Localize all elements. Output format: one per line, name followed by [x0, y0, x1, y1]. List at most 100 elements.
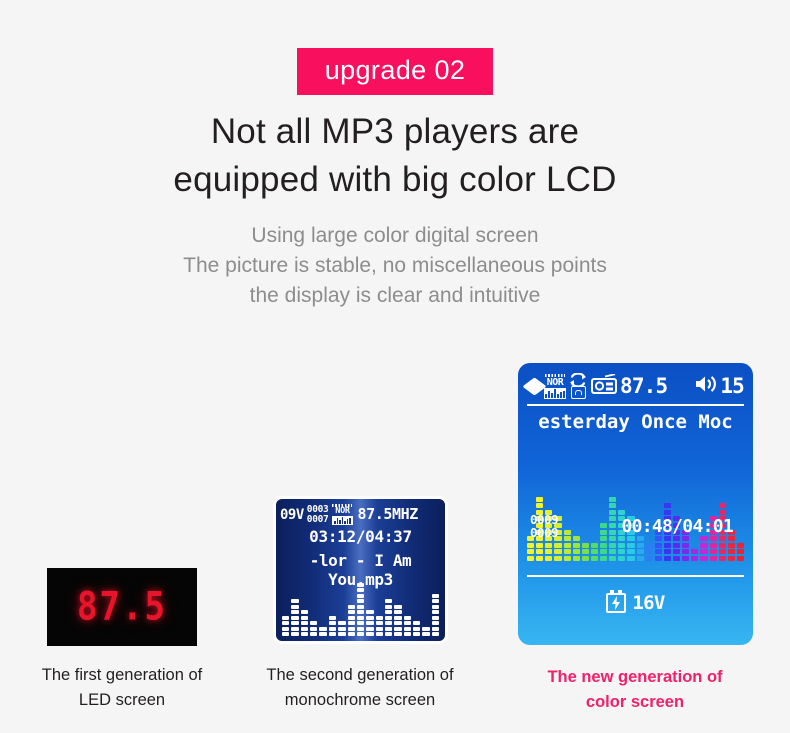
led-caption-line-1: The first generation of	[41, 666, 203, 684]
page-headline: Not all MP3 players are equipped with bi…	[0, 108, 790, 204]
speaker-icon	[694, 374, 718, 398]
upgrade-badge: upgrade 02	[296, 48, 494, 95]
mono-caption-line-2: monochrome screen	[284, 691, 436, 709]
color-status-bar: NOR	[522, 371, 745, 401]
badge-container: upgrade 02	[0, 48, 790, 95]
status-divider-bottom	[527, 575, 744, 577]
color-spectrum-bar	[600, 523, 608, 561]
mono-spectrum-bar	[282, 615, 290, 636]
color-spectrum-bar	[727, 529, 735, 561]
mono-frequency-value: 87.5MHZ	[357, 505, 418, 523]
color-eq-dots-icon	[545, 373, 565, 377]
mono-spectrum-bar	[319, 626, 327, 636]
color-track-total: 0009	[530, 525, 559, 540]
mono-spectrum-bar	[422, 626, 430, 636]
color-spectrum-bar	[536, 496, 544, 561]
color-spectrum-bar	[527, 536, 535, 561]
subheadline-line-1: Using large color digital screen	[251, 224, 539, 247]
battery-voltage-value: 16V	[632, 592, 665, 614]
volume-value: 15	[720, 374, 744, 398]
color-eq-label: NOR	[546, 376, 564, 388]
led-screen-display: 87.5	[47, 568, 197, 646]
subheadline-line-3: the display is clear and intuitive	[249, 284, 541, 307]
color-spectrum-analyzer	[527, 463, 744, 561]
color-spectrum-bar	[673, 516, 681, 561]
mono-caption-line-1: The second generation of	[266, 666, 454, 684]
color-time-value: 00:48/04:01	[621, 515, 733, 537]
mono-track-counter: 0003 0007	[306, 503, 329, 525]
color-eq-mode-icon: NOR	[544, 373, 566, 399]
color-screen-display: NOR	[518, 363, 753, 645]
color-spectrum-bar	[718, 503, 726, 561]
color-spectrum-bar	[627, 516, 635, 561]
color-spectrum-bar	[572, 536, 580, 561]
color-spectrum-bar	[554, 516, 562, 561]
color-spectrum-bar	[545, 509, 553, 561]
mono-time-value: 03:12/04:37	[309, 527, 412, 546]
color-spectrum-bar	[691, 549, 699, 561]
battery-group: 16V	[518, 581, 753, 625]
mono-spectrum-analyzer	[282, 574, 440, 636]
led-caption-line-2: LED screen	[78, 691, 166, 709]
mono-voltage-value: 09V	[280, 506, 304, 523]
color-track-index: 0009	[530, 512, 559, 527]
color-spectrum-bar	[609, 496, 617, 561]
headline-line-2: equipped with big color LCD	[173, 160, 617, 199]
mono-track-total: 0007	[306, 513, 329, 525]
repeat-icon	[569, 373, 587, 386]
color-track-counter: 0009 0009	[530, 512, 559, 540]
color-spectrum-bar	[645, 542, 653, 561]
radio-icon	[591, 373, 617, 398]
color-playback-info: 0009 0009 00:48/04:01	[530, 513, 741, 539]
volume-group: 15	[694, 374, 745, 398]
mono-spectrum-bar	[413, 621, 421, 636]
monochrome-screen-display: 09V 0003 0007 NOR 87.5MHZ 03:12/04:37 -l…	[273, 496, 448, 644]
page-subheadline: Using large color digital screen The pic…	[0, 221, 790, 311]
mono-spectrum-bar	[310, 621, 318, 636]
color-spectrum-bar	[682, 529, 690, 561]
color-track-title: esterday Once Moc	[538, 411, 733, 433]
status-divider-top	[527, 404, 744, 406]
color-spectrum-bar	[618, 509, 626, 561]
color-spectrum-bar	[663, 503, 671, 561]
mono-eq-dots-icon	[332, 504, 353, 507]
color-spectrum-bar	[563, 529, 571, 561]
mono-spectrum-bar	[291, 599, 299, 636]
mono-track-index: 0003	[306, 503, 329, 515]
color-caption-line-2: color screen	[585, 693, 685, 711]
mono-track-title: -lor - I Am You.mp3	[309, 551, 412, 589]
mono-status-bar: 09V 0003 0007 NOR 87.5MHZ	[280, 504, 441, 525]
mono-spectrum-bar	[347, 604, 355, 636]
mono-spectrum-bar	[300, 610, 309, 636]
color-equalizer-icon	[544, 387, 566, 399]
mono-equalizer-icon	[331, 516, 353, 525]
color-spectrum-bar	[654, 529, 662, 561]
mono-spectrum-bar	[356, 582, 365, 636]
mono-caption: The second generation of monochrome scre…	[246, 663, 474, 713]
repeat-lock-group	[569, 373, 587, 399]
lock-icon	[570, 386, 586, 399]
color-spectrum-bar	[581, 542, 589, 561]
color-spectrum-bar	[590, 542, 598, 561]
color-spectrum-bar	[700, 536, 708, 561]
battery-icon	[606, 590, 627, 613]
memory-card-icon	[522, 376, 547, 396]
led-frequency-value: 87.5	[77, 584, 167, 630]
mono-spectrum-bar	[431, 593, 440, 636]
led-caption: The first generation of LED screen	[8, 663, 236, 713]
color-frequency-value: 87.5	[620, 374, 668, 398]
headline-line-1: Not all MP3 players are	[210, 112, 580, 151]
mono-spectrum-bar	[366, 610, 374, 636]
color-spectrum-bar	[709, 516, 717, 561]
mono-spectrum-bar	[403, 615, 412, 636]
mono-eq-label: NOR	[335, 506, 350, 516]
mono-spectrum-bar	[384, 599, 393, 636]
color-caption: The new generation of color screen	[521, 665, 749, 715]
color-caption-line-1: The new generation of	[547, 668, 723, 686]
color-spectrum-bar	[736, 542, 744, 561]
mono-spectrum-bar	[328, 615, 337, 636]
mono-spectrum-bar	[338, 621, 346, 636]
mono-spectrum-bar	[375, 615, 383, 636]
mono-eq-mode-icon: NOR	[331, 504, 353, 525]
